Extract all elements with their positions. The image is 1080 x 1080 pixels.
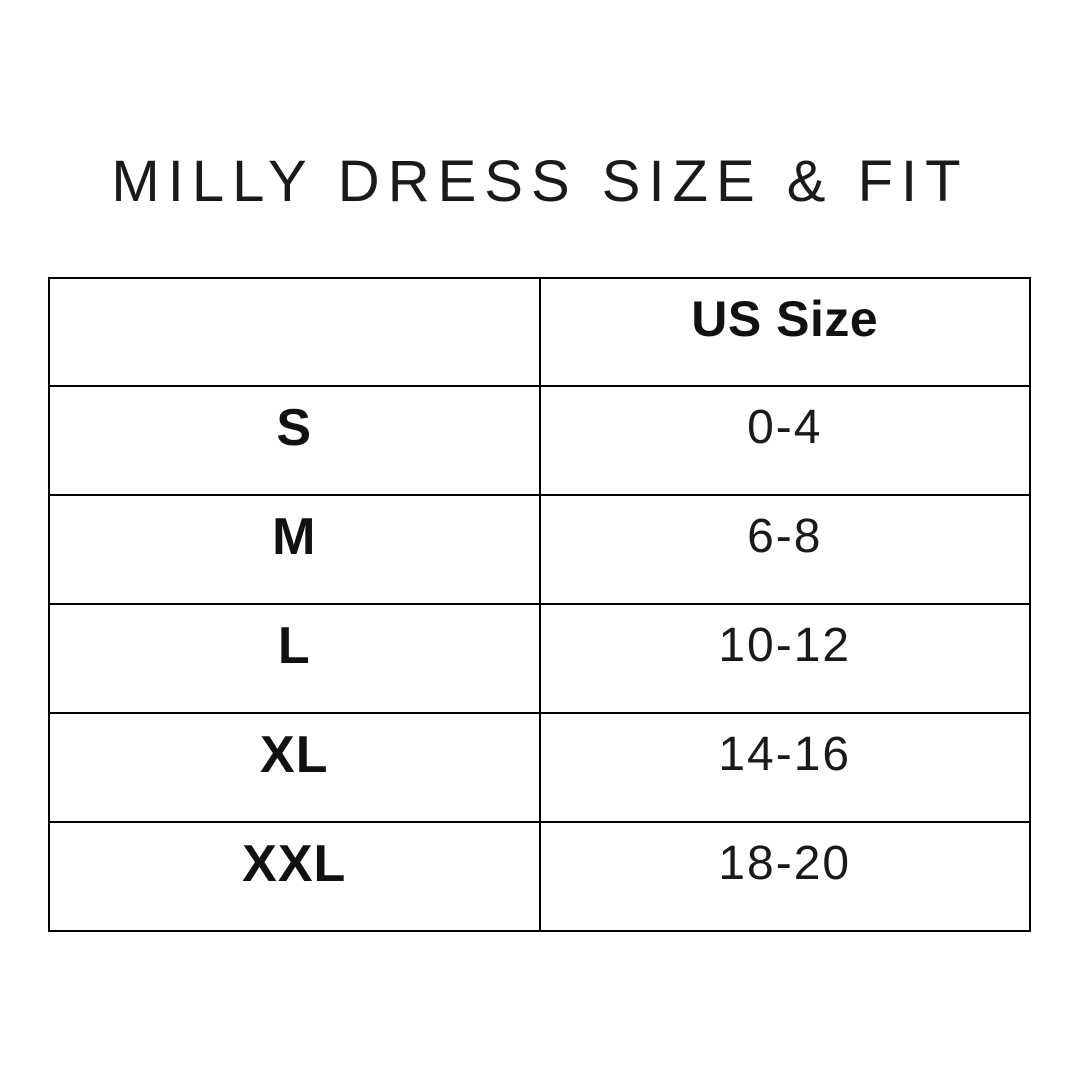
size-label-cell: XL <box>48 712 541 823</box>
us-size-value-cell: 14-16 <box>538 712 1031 823</box>
size-label-cell: XXL <box>48 821 541 932</box>
table-header-size-blank <box>48 277 541 387</box>
us-size-value-cell: 10-12 <box>538 603 1031 714</box>
table-row: S 0-4 <box>48 385 1031 496</box>
table-header-row: US Size <box>48 277 1031 387</box>
table-row: M 6-8 <box>48 494 1031 605</box>
size-chart-table: US Size S 0-4 M 6-8 L 10-12 XL 14-16 XXL <box>48 277 1031 932</box>
table-row: XXL 18-20 <box>48 821 1031 932</box>
table-header-us-size: US Size <box>538 277 1031 387</box>
us-size-value-cell: 0-4 <box>538 385 1031 496</box>
size-label-cell: L <box>48 603 541 714</box>
table-row: L 10-12 <box>48 603 1031 714</box>
page-title: MILLY DRESS SIZE & FIT <box>111 149 969 214</box>
size-label-cell: S <box>48 385 541 496</box>
us-size-value-cell: 6-8 <box>538 494 1031 605</box>
table-row: XL 14-16 <box>48 712 1031 823</box>
size-label-cell: M <box>48 494 541 605</box>
us-size-value-cell: 18-20 <box>538 821 1031 932</box>
